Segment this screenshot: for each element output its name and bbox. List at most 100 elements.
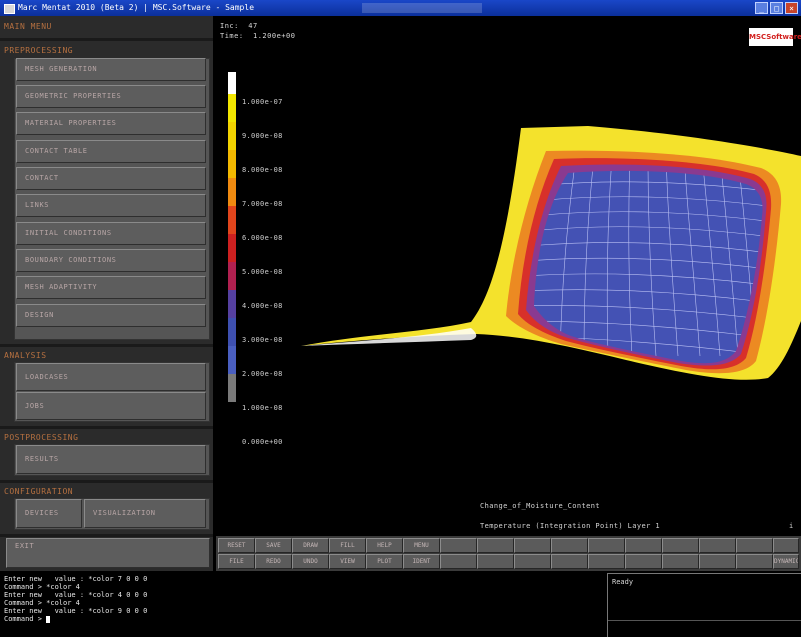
result-caption: Change_of_Moisture_Content [480,502,600,510]
divider [608,620,801,621]
console-prompt[interactable]: Command > [4,615,605,623]
color-legend-bar [228,72,236,402]
legend-swatch [228,206,236,234]
legend-swatch [228,122,236,150]
legend-swatch [228,234,236,262]
console-line: Command > *color 4 [4,583,80,591]
menu-button-design[interactable]: DESIGN [16,304,206,327]
toolbar-button-undo[interactable]: UNDO [292,554,329,569]
toolbar-button-save[interactable]: SAVE [255,538,292,553]
toolbar-button-reset[interactable]: RESET [218,538,255,553]
section-title-preprocessing: PREPROCESSING [4,46,74,55]
legend-label: 3.000e-08 [242,336,283,344]
toolbar-button-ident[interactable]: IDENT [403,554,440,569]
app-icon [4,4,15,14]
menu-button-links[interactable]: LINKS [16,194,206,217]
surface-tail [301,328,477,346]
contour-surface-plot [301,126,801,380]
toolbar-button-fill[interactable]: FILL [329,538,366,553]
toolbar-button[interactable] [662,554,699,569]
legend-swatch [228,178,236,206]
toolbar-button[interactable] [773,538,799,553]
toolbar-button-dynamic-select[interactable]: DYNAMIC/SELECT [773,554,799,569]
legend-label: 2.000e-08 [242,370,283,378]
console-line: Command > *color 4 [4,599,80,607]
menu-button-jobs[interactable]: JOBS [16,392,206,420]
section-title-analysis: ANALYSIS [4,351,47,360]
minimize-icon[interactable]: _ [755,2,768,14]
console-line: Enter new value : *color 4 0 0 0 [4,591,148,599]
section-title-postprocessing: POSTPROCESSING [4,433,79,442]
status-text: Ready [612,578,634,586]
toolbar-button[interactable] [625,554,662,569]
menu-button-mesh-generation[interactable]: MESH GENERATION [16,58,206,81]
toolbar-button[interactable] [440,554,477,569]
increment-label: Inc: 47 [220,22,258,30]
console-line: Enter new value : *color 7 0 0 0 [4,575,148,583]
menu-button-initial-conditions[interactable]: INITIAL CONDITIONS [16,222,206,245]
window-titlebar: Marc Mentat 2010 (Beta 2) | MSC.Software… [0,0,801,16]
legend-label: 0.000e+00 [242,438,283,446]
toolbar-button[interactable] [736,554,773,569]
toolbar-button[interactable] [699,538,736,553]
window-title: Marc Mentat 2010 (Beta 2) | MSC.Software… [18,3,255,12]
toolbar-button[interactable] [588,538,625,553]
menu-button-material-properties[interactable]: MATERIAL PROPERTIES [16,112,206,135]
command-console[interactable]: Enter new value : *color 7 0 0 0 Command … [0,571,605,637]
toolbar-button-redo[interactable]: REDO [255,554,292,569]
toolbar-button[interactable] [477,538,514,553]
result-footer: Temperature (Integration Point) Layer 1 [480,522,660,530]
toolbar-button[interactable] [699,554,736,569]
legend-label: 8.000e-08 [242,166,283,174]
menu-button-boundary-conditions[interactable]: BOUNDARY CONDITIONS [16,249,206,272]
toolbar-button[interactable] [440,538,477,553]
menu-button-devices[interactable]: DEVICES [16,499,82,528]
legend-swatch [228,374,236,402]
toolbar-button-draw[interactable]: DRAW [292,538,329,553]
status-panel: Ready [607,573,801,637]
toolbar-button[interactable] [514,554,551,569]
menu-button-geometric-properties[interactable]: GEOMETRIC PROPERTIES [16,85,206,108]
menu-button-contact-table[interactable]: CONTACT TABLE [16,140,206,163]
toolbar-button-plot[interactable]: PLOT [366,554,403,569]
time-label: Time: 1.200e+00 [220,32,296,40]
toolbar-button[interactable] [662,538,699,553]
legend-label: 1.000e-08 [242,404,283,412]
toolbar-button[interactable] [551,538,588,553]
maximize-icon[interactable]: □ [770,2,783,14]
toolbar-button[interactable] [736,538,773,553]
legend-label: 5.000e-08 [242,268,283,276]
toolbar-button[interactable] [551,554,588,569]
menu-button-contact[interactable]: CONTACT [16,167,206,190]
toolbar-button[interactable] [514,538,551,553]
legend-label: 7.000e-08 [242,200,283,208]
toolbar-button-file[interactable]: FILE [218,554,255,569]
menu-button-results[interactable]: RESULTS [16,445,206,474]
legend-swatch [228,150,236,178]
menu-button-visualization[interactable]: VISUALIZATION [84,499,206,528]
section-title-configuration: CONFIGURATION [4,487,74,496]
toolbar-button-menu[interactable]: MENU [403,538,440,553]
legend-swatch [228,262,236,290]
legend-swatch [228,346,236,374]
toolbar-button-view[interactable]: VIEW [329,554,366,569]
text-cursor [46,615,51,623]
exit-button[interactable]: EXIT [6,538,210,568]
surface-inner-region [534,170,763,364]
graphics-viewport[interactable]: Inc: 47 Time: 1.200e+00 MSCSoftware 1.00… [216,16,801,536]
toolbar-button[interactable] [625,538,662,553]
legend-swatch [228,290,236,318]
menu-button-loadcases[interactable]: LOADCASES [16,363,206,391]
toolbar-button[interactable] [588,554,625,569]
toolbar-button[interactable] [477,554,514,569]
command-toolbar: RESET SAVE DRAW FILL HELP MENU FILE REDO… [216,536,801,571]
menu-button-mesh-adaptivity[interactable]: MESH ADAPTIVITY [16,276,206,299]
main-menu-sidebar: MAIN MENU PREPROCESSING MESH GENERATION … [0,16,213,571]
divider [0,38,213,41]
footer-glyph: i [789,522,794,530]
legend-swatch [228,72,236,94]
toolbar-button-help[interactable]: HELP [366,538,403,553]
close-icon[interactable]: × [785,2,798,14]
window-controls: _ □ × [755,2,798,14]
legend-label: 6.000e-08 [242,234,283,242]
